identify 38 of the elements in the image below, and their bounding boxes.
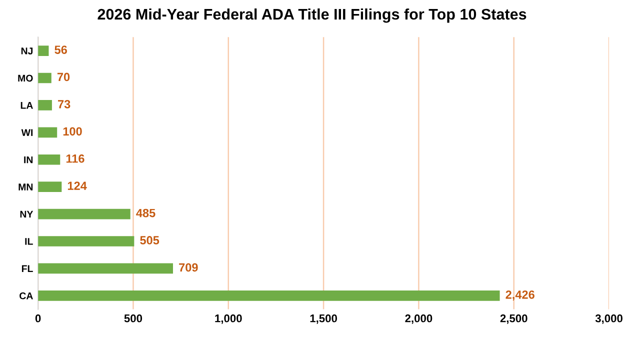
bar: [38, 100, 52, 110]
bar: [38, 263, 173, 274]
y-tick-label: CA: [20, 292, 33, 300]
bar: [38, 290, 500, 301]
y-tick-label: IN: [24, 156, 33, 164]
y-tick-label: NY: [20, 210, 34, 218]
bar: [38, 72, 52, 84]
x-tick-label: 0: [35, 314, 41, 322]
x-tick-label: 2,500: [500, 314, 528, 324]
data-label: 2,426: [506, 290, 534, 301]
x-tick-label: 2,000: [405, 314, 432, 324]
data-label: 73: [58, 100, 70, 108]
data-label: 124: [68, 182, 87, 190]
bar: [38, 208, 130, 220]
bar: [38, 236, 134, 246]
data-label: 116: [66, 154, 84, 163]
bar: [38, 182, 62, 192]
y-tick-label: LA: [20, 102, 33, 109]
y-tick-label: IL: [25, 238, 33, 245]
bar: [38, 46, 49, 56]
y-tick-label: WI: [21, 129, 33, 136]
data-label: 505: [140, 236, 160, 244]
x-tick-label: 1,500: [310, 314, 337, 324]
y-tick-label: FL: [22, 265, 33, 272]
data-label: 100: [63, 127, 82, 136]
x-tick-label: 500: [124, 314, 142, 322]
bar: [38, 154, 60, 165]
chart-title: 2026 Mid-Year Federal ADA Title III Filings for Top 10 States: [98, 8, 526, 23]
y-tick-label: MO: [18, 74, 33, 82]
data-label: 70: [57, 72, 70, 82]
x-tick-label: 1,000: [215, 314, 242, 324]
data-label: 56: [54, 46, 67, 54]
bar: [38, 127, 58, 138]
data-label: 709: [179, 263, 198, 272]
y-tick-label: NJ: [21, 48, 33, 54]
data-label: 485: [136, 208, 156, 218]
x-tick-label: 3,000: [595, 314, 622, 324]
y-tick-label: MN: [18, 184, 33, 190]
